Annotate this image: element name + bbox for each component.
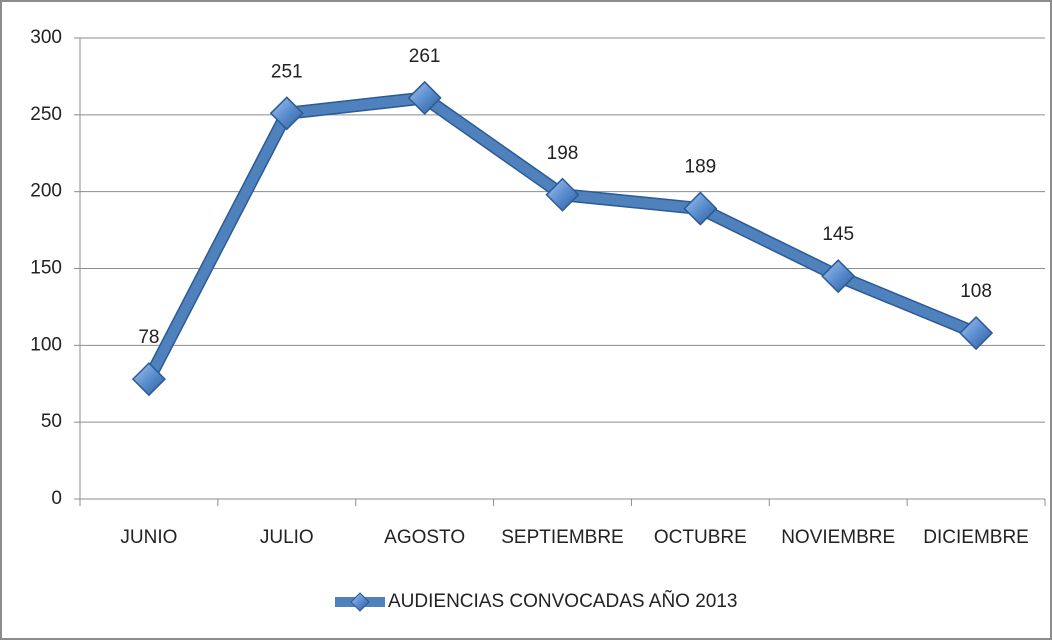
data-label: 78 (138, 327, 159, 348)
y-tick-label: 250 (30, 104, 62, 125)
marker (131, 362, 166, 397)
marker (683, 191, 718, 226)
data-label: 198 (547, 143, 579, 164)
y-tick-label: 150 (30, 258, 62, 279)
marker (959, 315, 994, 351)
x-tick-label: NOVIEMBRE (781, 527, 895, 548)
legend-label: AUDIENCIAS CONVOCADAS AÑO 2013 (388, 590, 738, 612)
x-tick-label: JULIO (260, 527, 314, 548)
x-tick-label: JUNIO (120, 527, 177, 548)
marker (545, 177, 580, 212)
marker (821, 259, 856, 294)
data-label: 251 (271, 61, 303, 82)
y-tick-label: 200 (30, 181, 62, 202)
marker (407, 80, 442, 115)
data-label: 145 (822, 224, 854, 245)
data-label: 189 (685, 157, 717, 178)
x-tick-label: DICIEMBRE (923, 527, 1029, 548)
x-tick-label: SEPTIEMBRE (501, 527, 623, 548)
y-tick-label: 100 (30, 334, 62, 355)
x-tick-label: OCTUBRE (654, 527, 747, 548)
y-tick-label: 0 (51, 488, 62, 509)
data-label: 108 (960, 281, 992, 302)
data-label: 261 (409, 46, 441, 67)
x-tick-label: AGOSTO (384, 527, 465, 548)
legend-marker (350, 592, 370, 612)
marker (269, 96, 304, 131)
y-tick-label: 50 (41, 411, 62, 432)
y-tick-label: 300 (30, 27, 62, 48)
